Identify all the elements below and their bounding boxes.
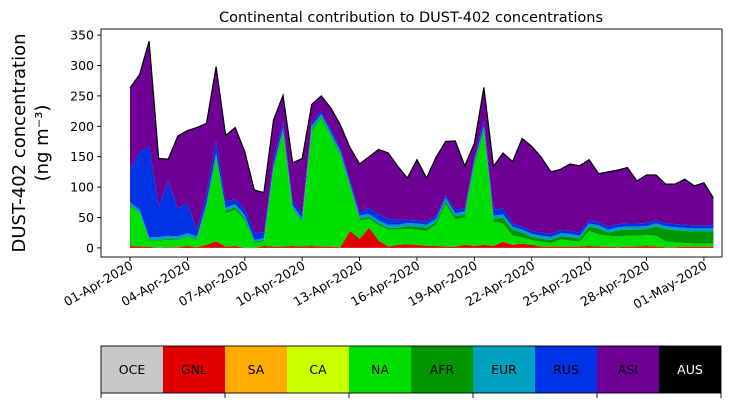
legend-label: AUS	[677, 362, 703, 377]
legend-item-sa: SA	[225, 346, 287, 393]
y-axis-label-line2: (ng m⁻³)	[32, 105, 53, 182]
legend: OCE GNL SA CA NA AFR EUR RUS ASI AUS	[100, 345, 722, 398]
legend-item-asi: ASI	[597, 346, 659, 393]
legend-swatch	[287, 346, 349, 393]
y-tick-label: 350	[70, 28, 94, 43]
legend-item-eur: EUR	[473, 346, 535, 393]
plot-frame	[100, 28, 723, 258]
legend-swatch	[597, 346, 659, 393]
legend-frame	[100, 345, 722, 394]
y-tick-label: 250	[70, 88, 94, 103]
y-axis-label-line1: DUST-402 concentration	[9, 33, 30, 252]
area-series-afr	[130, 117, 714, 244]
legend-label: EUR	[491, 362, 517, 377]
legend-item-na: NA	[349, 346, 411, 393]
y-tick-label: 100	[70, 180, 94, 195]
y-tick-label: 50	[78, 210, 94, 225]
plot-area	[100, 28, 723, 258]
legend-label: SA	[248, 362, 265, 377]
y-axis-label: DUST-402 concentration (ng m⁻³)	[9, 33, 53, 252]
legend-item-ca: CA	[287, 346, 349, 393]
legend-label: OCE	[119, 362, 146, 377]
legend-item-oce: OCE	[101, 346, 163, 393]
y-tick-label: 200	[70, 119, 94, 134]
legend-swatch	[349, 346, 411, 393]
chart-title: Continental contribution to DUST-402 con…	[219, 10, 603, 26]
y-axis: 0 50 100 150 200 250 300 350	[70, 28, 101, 255]
legend-label: ASI	[618, 362, 638, 377]
legend-label: GNL	[181, 362, 207, 377]
legend-swatch	[101, 346, 163, 393]
legend-swatch	[225, 346, 287, 393]
y-tick-label: 300	[70, 58, 94, 73]
legend-swatch	[163, 346, 225, 393]
legend-label: CA	[309, 362, 327, 377]
area-series-rus	[130, 111, 714, 240]
legend-swatch	[411, 346, 473, 393]
legend-item-rus: RUS	[535, 346, 597, 393]
legend-label: NA	[371, 362, 389, 377]
area-series-asi	[130, 41, 714, 234]
legend-swatch	[659, 346, 721, 393]
legend-item-afr: AFR	[411, 346, 473, 393]
y-tick-label: 150	[70, 149, 94, 164]
legend-swatch	[535, 346, 597, 393]
y-tick-label: 0	[86, 240, 94, 255]
legend-label: RUS	[553, 362, 579, 377]
legend-label: AFR	[430, 362, 455, 377]
legend-item-aus: AUS	[659, 346, 721, 393]
total-outline	[129, 40, 714, 199]
area-series-na	[130, 118, 714, 248]
legend-swatch	[473, 346, 535, 393]
legend-item-gnl: GNL	[163, 346, 225, 393]
x-axis: 01-Apr-202004-Apr-202007-Apr-202010-Apr-…	[61, 257, 709, 312]
